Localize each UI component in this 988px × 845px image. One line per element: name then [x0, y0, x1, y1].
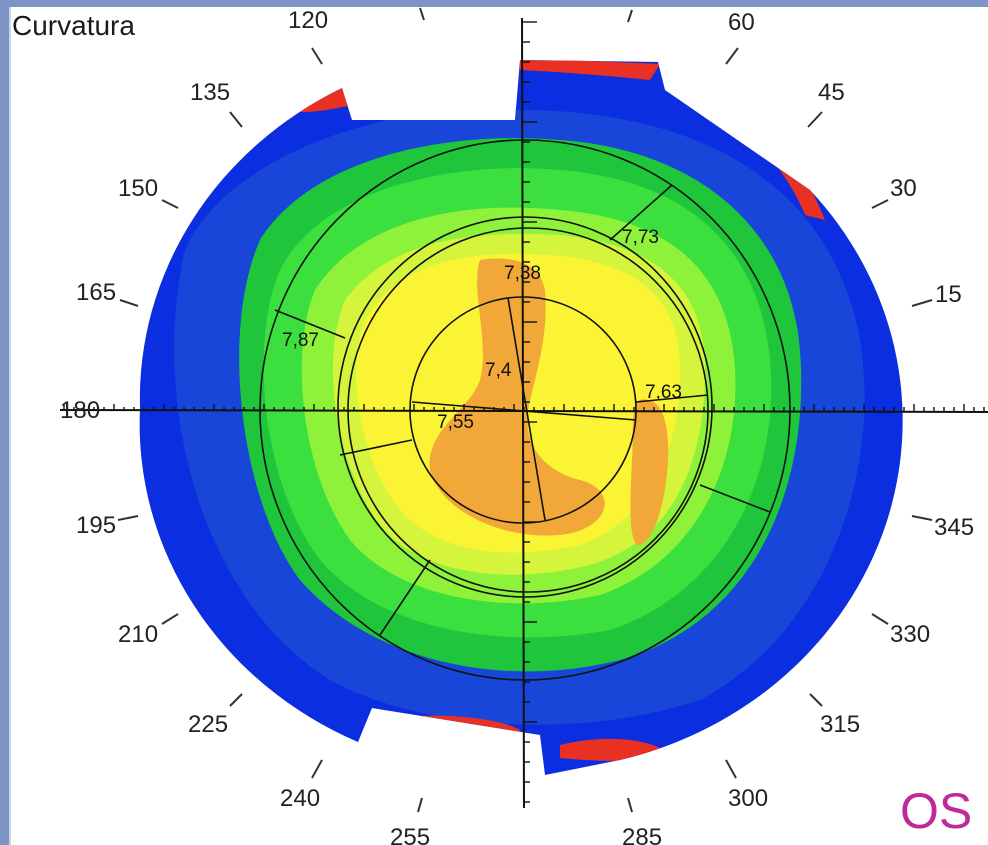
window-left-border [0, 0, 9, 845]
angle-label-195: 195 [76, 512, 116, 539]
angle-label-120: 120 [288, 7, 328, 34]
window-left-border-highlight [9, 7, 11, 845]
angle-tick-210 [161, 613, 179, 625]
angle-label-60: 60 [728, 9, 755, 36]
ring-middle-b [347, 227, 709, 593]
angle-tick-60 [725, 47, 739, 65]
angle-tick-45 [807, 111, 823, 128]
zone-orange-center [429, 258, 605, 536]
angle-tick-315 [809, 693, 823, 707]
angle-tick-75 [627, 9, 633, 23]
zone-red-top [520, 60, 660, 80]
color-zones [139, 60, 903, 775]
zone-red-bottom-right [560, 738, 660, 761]
angle-label-225: 225 [188, 711, 228, 738]
zone-red-upper-left [290, 78, 352, 113]
radius-label-763: 7,63 [645, 382, 682, 403]
map-title: Curvatura [12, 10, 135, 41]
angle-tick-285 [627, 797, 633, 813]
angle-tick-150 [161, 199, 179, 209]
radius-label-787: 7,87 [282, 330, 319, 351]
radius-labels: 7,73 7,38 7,87 7,4 7,63 7,55 [282, 227, 682, 433]
angle-tick-225 [229, 693, 243, 707]
angle-tick-15 [911, 299, 933, 307]
tick-lower-left [379, 559, 431, 636]
angle-label-240: 240 [280, 785, 320, 812]
ring-middle-a [337, 216, 713, 598]
angle-tick-240 [311, 759, 323, 779]
tick-left-lower [339, 439, 413, 456]
angle-tick-marks [117, 7, 933, 813]
ring-inner [409, 296, 637, 524]
zone-orange-right [630, 399, 669, 546]
meridian-flat [411, 401, 637, 421]
radius-label-773: 7,73 [622, 227, 659, 248]
radius-label-738: 7,38 [504, 263, 541, 284]
tick-763 [635, 394, 709, 403]
angle-tick-30 [871, 199, 889, 209]
tick-787 [274, 309, 346, 339]
angle-label-210: 210 [118, 621, 158, 648]
angle-label-15: 15 [935, 281, 962, 308]
angle-tick-195 [117, 515, 139, 521]
angle-tick-105 [419, 7, 425, 21]
window-top-border [0, 0, 988, 7]
vertical-axis [521, 17, 525, 809]
tick-773 [609, 184, 673, 241]
measurement-rings [259, 139, 791, 681]
meridian-steep [507, 297, 546, 521]
angle-label-135: 135 [190, 79, 230, 106]
ring-outer [259, 139, 791, 681]
angle-label-345: 345 [934, 514, 974, 541]
angle-tick-330 [871, 613, 889, 625]
angle-label-255: 255 [390, 824, 430, 845]
tick-right-lower [699, 484, 771, 513]
angle-tick-135 [229, 111, 243, 128]
angle-tick-255 [417, 797, 423, 813]
angle-label-300: 300 [728, 785, 768, 812]
angle-label-330: 330 [890, 621, 930, 648]
radius-label-74: 7,4 [485, 360, 512, 381]
angle-labels: 120 60 135 45 150 30 165 15 180 195 345 … [60, 7, 974, 845]
angle-label-315: 315 [820, 711, 860, 738]
angle-label-165: 165 [76, 279, 116, 306]
angle-label-285: 285 [622, 824, 662, 845]
angle-tick-345 [911, 515, 933, 521]
angle-tick-120 [311, 47, 323, 65]
radius-label-755: 7,55 [437, 412, 474, 433]
angle-label-180: 180 [60, 397, 100, 424]
angle-tick-165 [119, 299, 139, 307]
angle-label-150: 150 [118, 175, 158, 202]
angle-label-30: 30 [890, 175, 917, 202]
angle-label-45: 45 [818, 79, 845, 106]
angle-tick-300 [725, 759, 737, 779]
eye-label: OS [900, 783, 973, 839]
